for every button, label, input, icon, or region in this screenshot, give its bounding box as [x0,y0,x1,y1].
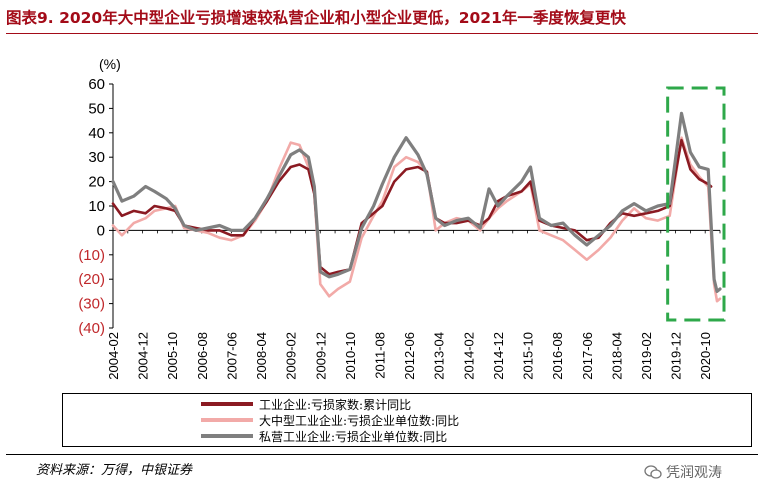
y-tick-label: (30) [78,296,105,313]
x-tick-label: 2016-08 [550,332,565,380]
source-note: 资料来源：万得，中银证券 [36,463,193,478]
x-tick-label: 2004-02 [106,332,121,380]
x-tick-label: 2019-02 [639,332,654,380]
footer-divider [6,454,758,455]
x-axis: 2004-02 2004-12 2005-10 2006-08 2007-06 2008-… [106,229,721,380]
y-tick-label: (10) [78,247,105,264]
x-tick-label: 2007-06 [224,332,239,380]
x-tick-label: 2014-12 [491,332,506,380]
chart-title: 图表9. 2020年大中型企业亏损增速较私营企业和小型企业更低，2021年一季度… [6,9,626,27]
y-tick-label: 50 [88,100,105,117]
legend-label-series3: 私营工业企业:亏损企业单位数:同比 [259,429,448,444]
watermark-text: 凭润观涛 [666,465,722,481]
x-tick-label: 2005-10 [165,332,180,380]
series-line-2 [111,136,722,303]
y-tick-label: 20 [88,174,105,191]
y-tick-label: 60 [88,76,105,93]
x-tick-label: 2008-04 [254,332,269,380]
x-tick-label: 2019-12 [669,332,684,380]
title-divider [6,33,758,34]
y-unit-label: (%) [99,56,121,72]
legend-swatch-series2 [201,418,253,422]
y-tick-label: 30 [88,149,105,166]
x-tick-label: 2014-02 [461,332,476,380]
legend-label-series2: 大中型工业企业:亏损企业单位数:同比 [259,413,460,428]
y-tick-label: 40 [88,125,105,142]
highlight-box [666,86,726,322]
series-layer [111,111,722,303]
y-axis: 60 50 40 30 20 10 0 (10) (20) (30) (40) [78,76,114,337]
series-line-3 [111,111,722,293]
legend-item-series3: 私营工业企业:亏损企业单位数:同比 [201,428,447,444]
x-tick-label: 2015-10 [521,332,536,380]
legend-item-series2: 大中型工业企业:亏损企业单位数:同比 [201,412,459,428]
x-tick-label: 2018-04 [609,332,624,380]
y-tick-label: 10 [88,198,105,215]
x-tick-label: 2012-06 [402,332,417,380]
x-tick-label: 2006-08 [195,332,210,380]
x-tick-label: 2017-06 [580,332,595,380]
x-tick-label: 2009-12 [313,332,328,380]
legend-label-series1: 工业企业:亏损家数:累计同比 [259,397,412,412]
watermark: 凭润观涛 [644,462,722,482]
x-tick-label: 2013-04 [432,332,447,380]
wechat-icon [644,465,662,479]
x-tick-label: 2020-10 [698,332,713,380]
y-tick-label: 0 [97,222,105,239]
x-tick-label: 2011-08 [372,332,387,379]
legend-item-series1: 工业企业:亏损家数:累计同比 [201,396,411,412]
y-tick-label: (40) [78,320,105,337]
x-tick-label: 2010-10 [343,332,358,380]
legend: 工业企业:亏损家数:累计同比 大中型工业企业:亏损企业单位数:同比 私营工业企业… [62,393,752,447]
x-tick-label: 2004-12 [136,332,151,380]
legend-swatch-series1 [201,402,253,406]
y-tick-label: (20) [78,271,105,288]
legend-swatch-series3 [201,434,253,438]
x-tick-label: 2009-02 [284,332,299,380]
